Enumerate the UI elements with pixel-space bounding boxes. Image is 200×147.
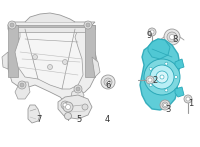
Circle shape [149, 67, 152, 70]
Circle shape [8, 21, 16, 29]
Polygon shape [18, 27, 85, 32]
Polygon shape [2, 52, 8, 69]
Circle shape [48, 65, 53, 70]
Circle shape [156, 71, 168, 83]
Circle shape [33, 55, 38, 60]
Text: 2: 2 [152, 76, 158, 85]
Circle shape [174, 76, 178, 78]
Circle shape [148, 28, 156, 36]
Polygon shape [175, 87, 184, 97]
Polygon shape [140, 39, 180, 110]
Polygon shape [8, 22, 98, 102]
Text: 9: 9 [146, 30, 152, 40]
Circle shape [66, 105, 71, 110]
Circle shape [149, 84, 152, 87]
Text: 8: 8 [172, 35, 178, 44]
Text: 3: 3 [165, 106, 171, 115]
Text: 5: 5 [76, 116, 82, 125]
Circle shape [148, 78, 152, 82]
Circle shape [150, 30, 154, 34]
Circle shape [150, 65, 174, 89]
Circle shape [82, 104, 88, 110]
Polygon shape [15, 29, 83, 89]
Circle shape [160, 75, 164, 79]
Circle shape [84, 21, 92, 29]
Circle shape [74, 85, 82, 93]
Circle shape [86, 23, 90, 27]
Circle shape [162, 102, 168, 108]
Circle shape [146, 76, 154, 84]
Circle shape [104, 78, 112, 86]
Circle shape [76, 87, 80, 91]
Text: 1: 1 [188, 98, 194, 107]
Circle shape [63, 102, 73, 112]
Polygon shape [148, 39, 170, 59]
Polygon shape [28, 105, 40, 123]
Circle shape [144, 59, 180, 95]
Text: 6: 6 [105, 81, 111, 90]
Circle shape [61, 101, 69, 109]
Circle shape [20, 83, 24, 87]
Polygon shape [175, 59, 184, 69]
Polygon shape [92, 57, 100, 77]
Circle shape [164, 29, 180, 45]
Circle shape [167, 32, 177, 42]
Polygon shape [25, 13, 75, 22]
Polygon shape [8, 25, 18, 77]
Circle shape [164, 103, 166, 106]
Text: 7: 7 [36, 116, 42, 125]
Polygon shape [58, 95, 92, 119]
Circle shape [170, 35, 174, 40]
Circle shape [10, 23, 14, 27]
Circle shape [101, 75, 115, 89]
Circle shape [18, 81, 26, 89]
Text: 4: 4 [104, 116, 110, 125]
Circle shape [165, 62, 168, 65]
Circle shape [63, 103, 67, 107]
Circle shape [165, 89, 168, 92]
Polygon shape [8, 25, 95, 29]
Circle shape [64, 112, 72, 120]
Circle shape [160, 100, 170, 110]
Circle shape [63, 60, 68, 65]
Circle shape [106, 80, 110, 84]
Circle shape [184, 95, 192, 103]
Polygon shape [15, 82, 30, 99]
Polygon shape [70, 87, 84, 107]
Circle shape [186, 97, 190, 101]
Polygon shape [85, 25, 95, 77]
